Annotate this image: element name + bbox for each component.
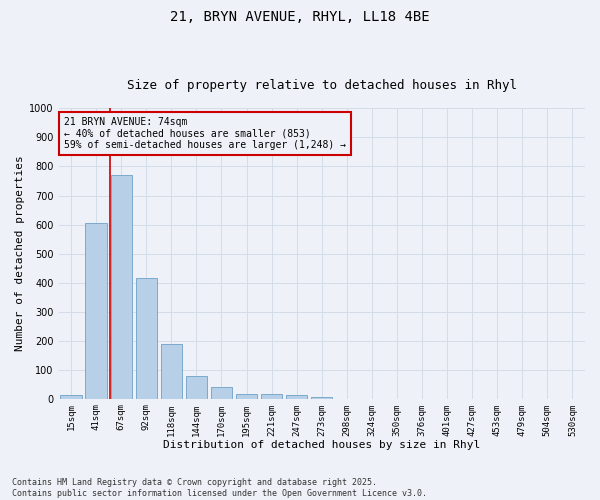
Bar <box>211 387 232 398</box>
Title: Size of property relative to detached houses in Rhyl: Size of property relative to detached ho… <box>127 79 517 92</box>
Bar <box>286 395 307 398</box>
Text: 21 BRYN AVENUE: 74sqm
← 40% of detached houses are smaller (853)
59% of semi-det: 21 BRYN AVENUE: 74sqm ← 40% of detached … <box>64 117 346 150</box>
Bar <box>161 344 182 398</box>
Bar <box>85 223 107 398</box>
Bar <box>136 278 157 398</box>
Text: Contains HM Land Registry data © Crown copyright and database right 2025.
Contai: Contains HM Land Registry data © Crown c… <box>12 478 427 498</box>
Bar <box>110 175 132 398</box>
Text: 21, BRYN AVENUE, RHYL, LL18 4BE: 21, BRYN AVENUE, RHYL, LL18 4BE <box>170 10 430 24</box>
Bar <box>236 394 257 398</box>
Bar <box>311 396 332 398</box>
X-axis label: Distribution of detached houses by size in Rhyl: Distribution of detached houses by size … <box>163 440 481 450</box>
Bar <box>186 376 207 398</box>
Bar <box>261 394 282 398</box>
Bar <box>61 395 82 398</box>
Y-axis label: Number of detached properties: Number of detached properties <box>15 156 25 352</box>
